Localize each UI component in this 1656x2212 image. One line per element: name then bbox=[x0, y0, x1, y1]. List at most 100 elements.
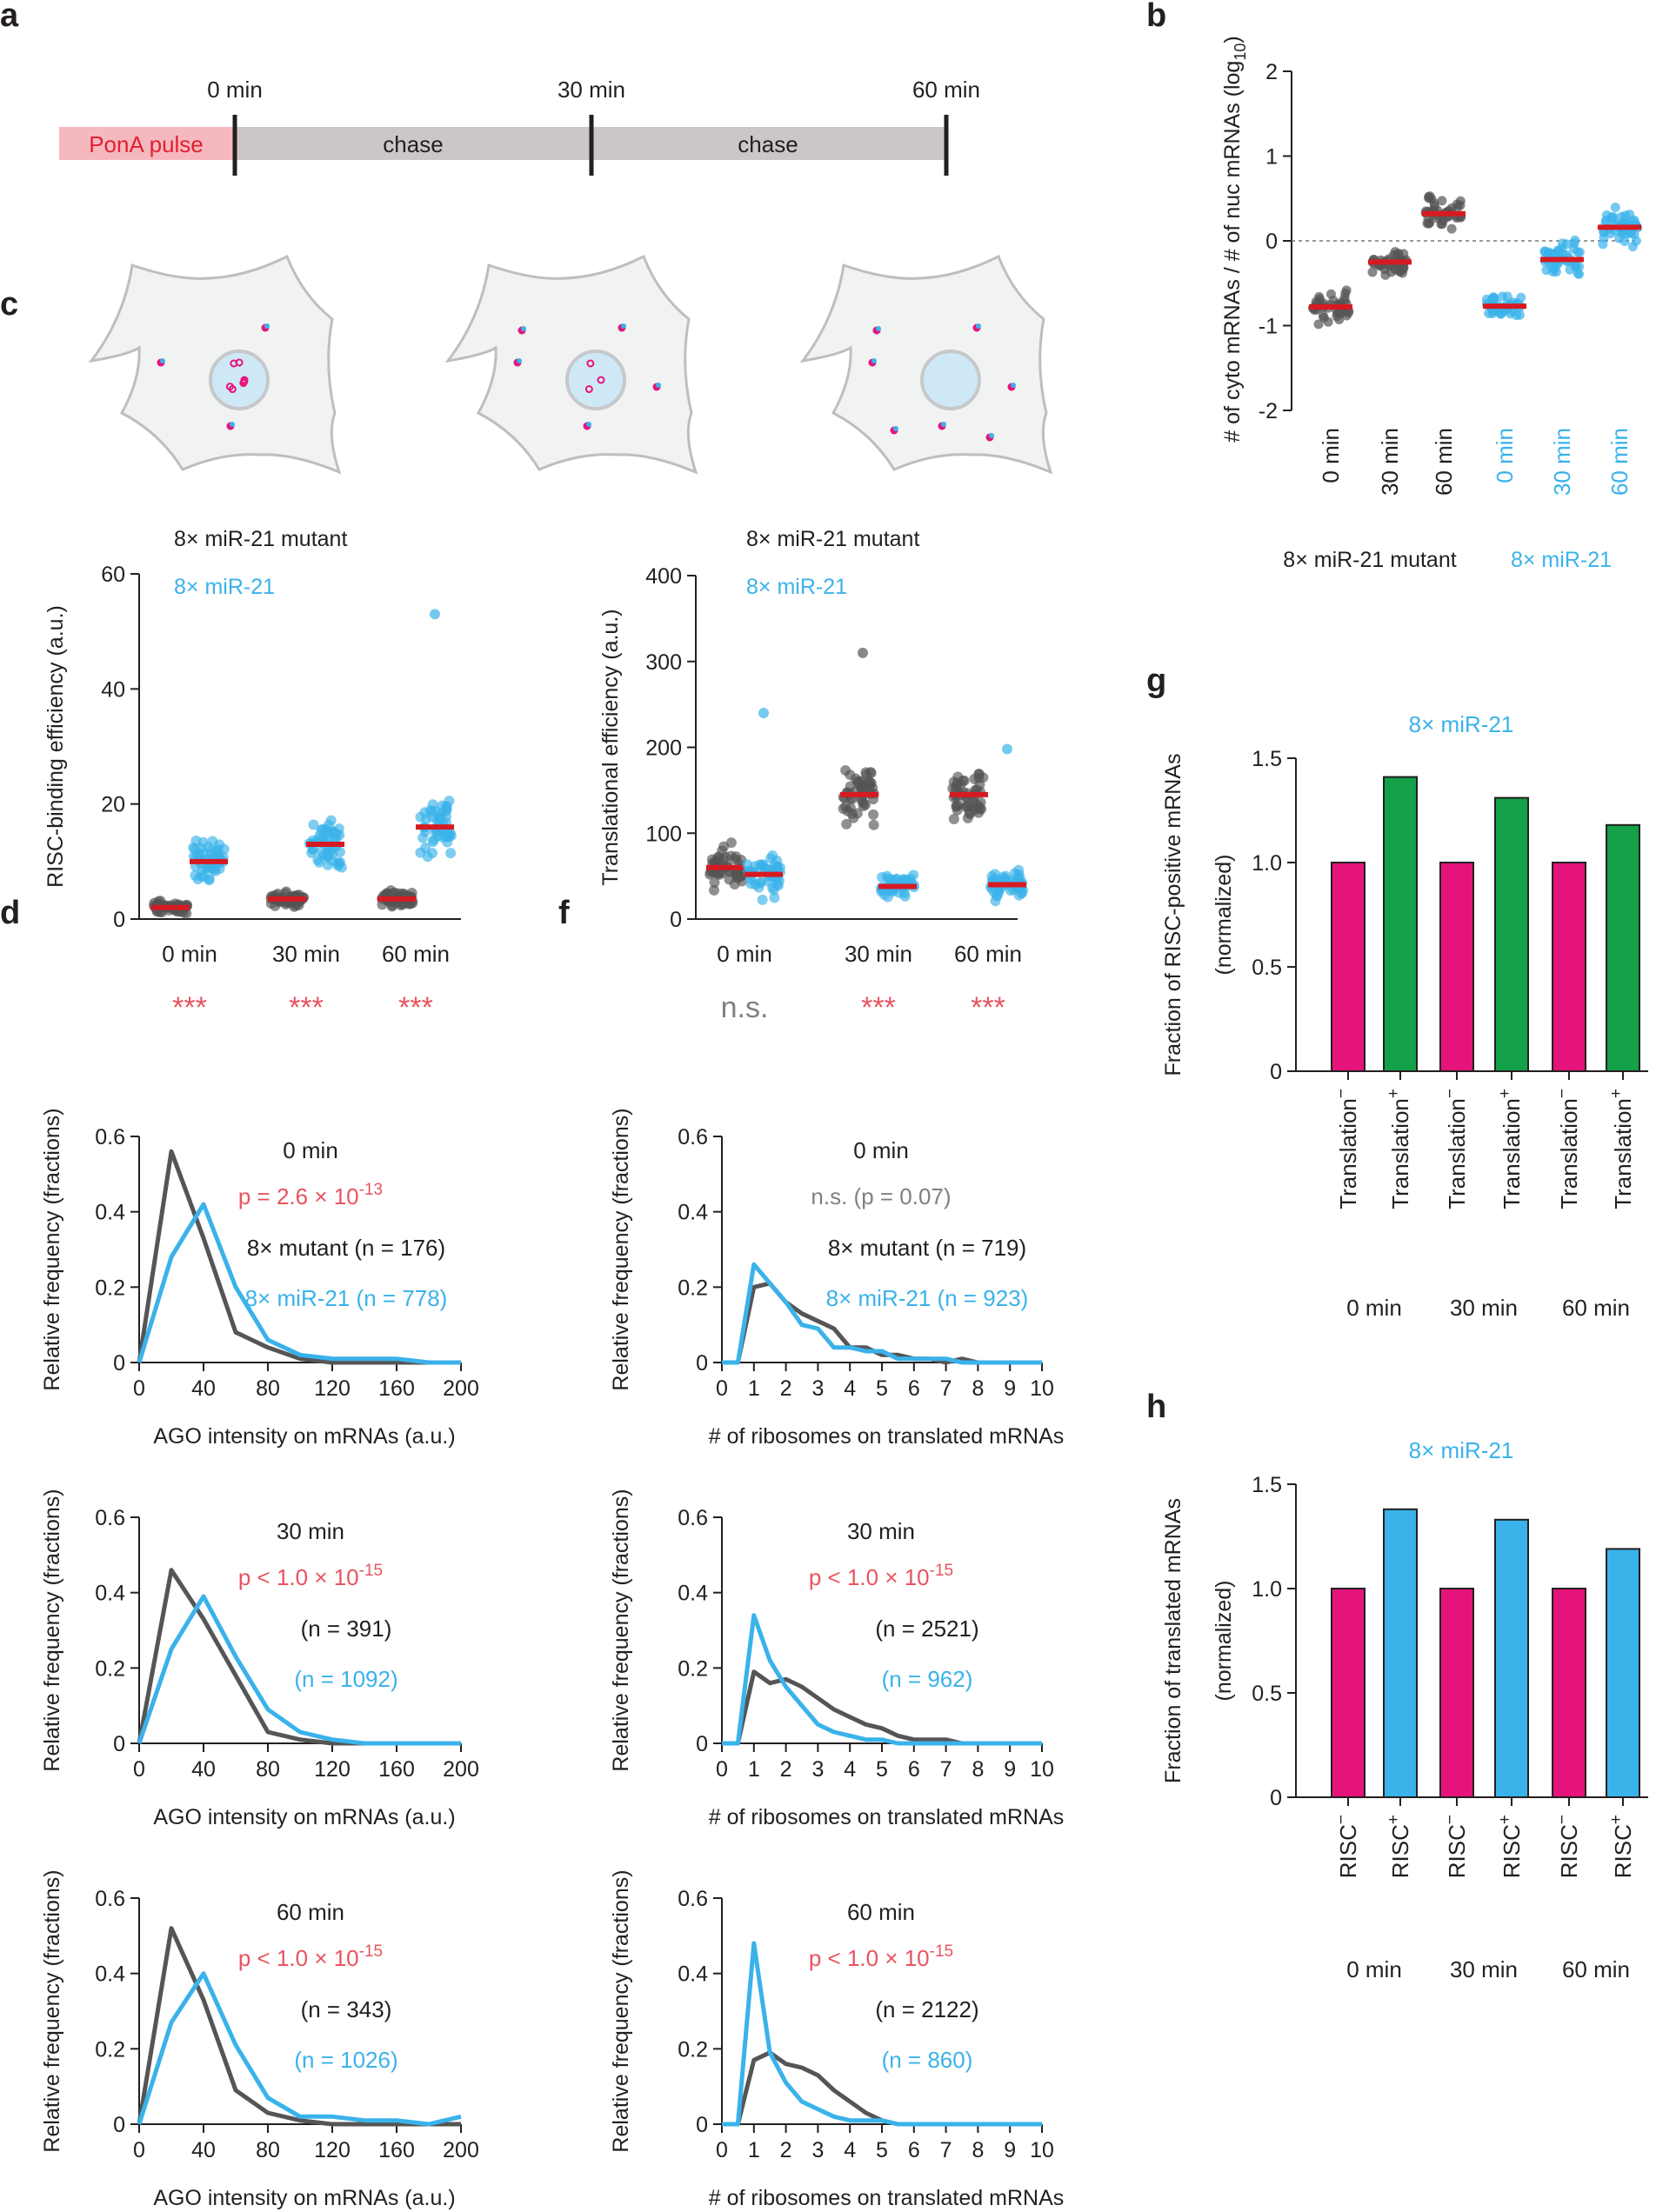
f-x-axis-label: # of ribosomes on translated mRNAs bbox=[709, 1805, 1065, 1829]
g-y-axis-label-2: (normalized) bbox=[1212, 855, 1236, 976]
g-time-label: 30 min bbox=[1450, 1295, 1518, 1321]
b-category-label: 30 min bbox=[1377, 428, 1403, 496]
c-data-point bbox=[427, 848, 438, 859]
d-x-tick-label: 120 bbox=[314, 1757, 351, 1782]
time-label: 30 min bbox=[558, 77, 625, 103]
c-data-point bbox=[317, 833, 329, 844]
b-data-point bbox=[1452, 202, 1463, 212]
d-x-tick-label: 160 bbox=[378, 1757, 415, 1782]
nuclear-mrna-dot bbox=[239, 379, 248, 388]
panel-letter-h: h bbox=[1146, 1389, 1166, 1425]
b-data-point bbox=[1429, 198, 1439, 209]
c-significance-label: *** bbox=[398, 991, 433, 1024]
e-significance-label: *** bbox=[861, 991, 896, 1024]
label-superscript: -13 bbox=[359, 1181, 383, 1199]
c-legend-mir21: 8× miR-21 bbox=[174, 575, 275, 599]
c-data-point bbox=[323, 850, 334, 862]
label-superscript: − bbox=[1553, 1089, 1572, 1098]
d-y-tick-label: 0.2 bbox=[95, 1656, 125, 1681]
nuclear-mrna-dot bbox=[235, 358, 244, 367]
label-superscript: − bbox=[1441, 1815, 1459, 1824]
e-data-point bbox=[973, 800, 985, 811]
e-data-point bbox=[760, 863, 771, 875]
f-x-tick-label: 7 bbox=[940, 1376, 952, 1401]
d-x-tick-label: 0 bbox=[133, 2138, 145, 2162]
f-x-tick-label: 5 bbox=[876, 1757, 888, 1782]
c-legend-mutant: 8× miR-21 mutant bbox=[174, 527, 347, 551]
pulse-label: PonA pulse bbox=[89, 131, 204, 157]
e-data-point bbox=[855, 783, 866, 794]
b-ylabel-main: # of cyto mRNAs / # of nuc mRNAs (log bbox=[1220, 61, 1245, 443]
c-data-point bbox=[437, 832, 449, 843]
b-ylabel-subscript: 10 bbox=[1232, 43, 1249, 61]
e-data-point bbox=[952, 799, 964, 810]
label-base: Translation bbox=[1335, 1098, 1361, 1209]
f-y-tick-label: 0 bbox=[696, 2113, 708, 2137]
ribosome-dot bbox=[871, 358, 877, 363]
b-category-label: 0 min bbox=[1318, 428, 1344, 483]
c-x-category-label: 60 min bbox=[382, 941, 450, 967]
ribosome-dot bbox=[521, 326, 526, 331]
label-base: RISC bbox=[1335, 1824, 1361, 1878]
b-data-point bbox=[1619, 236, 1630, 246]
f-y-tick-label: 0.6 bbox=[678, 1887, 708, 1911]
d-p-value: p < 1.0 × 10-15 bbox=[238, 1942, 383, 1971]
d-x-axis-label: AGO intensity on mRNAs (a.u.) bbox=[153, 1424, 455, 1449]
d-series-line-mutant bbox=[137, 1568, 461, 1746]
f-x-tick-label: 5 bbox=[876, 2138, 888, 2162]
b-data-point bbox=[1547, 267, 1558, 277]
f-y-tick-label: 0.2 bbox=[678, 2037, 708, 2062]
h-bar bbox=[1494, 1518, 1529, 1799]
e-x-category-label: 60 min bbox=[954, 941, 1022, 967]
panel-letter-b: b bbox=[1146, 0, 1166, 34]
f-x-tick-label: 2 bbox=[780, 1757, 792, 1782]
f-n-mir21: (n = 962) bbox=[882, 1666, 973, 1692]
b-data-point bbox=[1423, 214, 1433, 224]
b-data-point bbox=[1367, 267, 1378, 277]
b-category-label: 60 min bbox=[1606, 428, 1633, 496]
f-x-tick-label: 10 bbox=[1030, 2138, 1054, 2162]
f-p-value: p < 1.0 × 10-15 bbox=[809, 1942, 953, 1971]
h-bar bbox=[1552, 1588, 1586, 1798]
label-base: Translation bbox=[1556, 1098, 1582, 1209]
d-x-tick-label: 160 bbox=[378, 2138, 415, 2162]
b-data-point bbox=[1339, 296, 1350, 306]
ribosome-dot bbox=[230, 422, 235, 427]
d-y-tick-label: 0.2 bbox=[95, 1276, 125, 1300]
nuclear-mrna-dot bbox=[584, 385, 593, 394]
f-x-tick-label: 8 bbox=[972, 1376, 984, 1401]
g-bar bbox=[1494, 796, 1529, 1072]
c-data-point bbox=[280, 888, 291, 899]
f-y-tick-label: 0 bbox=[696, 1732, 708, 1756]
ribosome-dot bbox=[656, 383, 661, 388]
d-y-tick-label: 0.6 bbox=[95, 1506, 125, 1530]
d-p-value: p = 2.6 × 10-13 bbox=[238, 1181, 383, 1209]
b-y-tick-label: -1 bbox=[1259, 315, 1278, 339]
b-ylabel-close: ) bbox=[1220, 36, 1245, 43]
d-x-tick-label: 40 bbox=[191, 2138, 216, 2162]
h-time-label: 30 min bbox=[1450, 1956, 1518, 1982]
g-category-label: Translation− bbox=[1332, 1089, 1361, 1209]
e-data-point bbox=[769, 892, 780, 903]
d-series-line-mir21 bbox=[137, 1594, 461, 1746]
f-x-tick-label: 4 bbox=[844, 1757, 856, 1782]
d-x-axis-label: AGO intensity on mRNAs (a.u.) bbox=[153, 2186, 455, 2210]
ribosome-dot bbox=[876, 326, 881, 331]
d-x-tick-label: 40 bbox=[191, 1757, 216, 1782]
f-p-value: n.s. (p = 0.07) bbox=[811, 1183, 951, 1209]
c-data-point bbox=[312, 855, 324, 866]
e-data-point bbox=[845, 770, 856, 781]
ribosome-dot bbox=[586, 422, 591, 427]
e-data-point bbox=[950, 783, 961, 795]
d-plot-title: 0 min bbox=[283, 1137, 338, 1163]
f-plot-title: 30 min bbox=[847, 1518, 915, 1544]
g-category-label: Translation− bbox=[1553, 1089, 1582, 1209]
b-data-point bbox=[1626, 228, 1637, 238]
f-y-tick-label: 0.4 bbox=[678, 1962, 708, 1987]
c-y-axis-label: RISC-binding efficiency (a.u.) bbox=[43, 605, 68, 888]
d-y-tick-label: 0.6 bbox=[95, 1125, 125, 1149]
e-data-point bbox=[840, 801, 851, 812]
f-y-tick-label: 0.4 bbox=[678, 1201, 708, 1225]
b-y-tick-label: -2 bbox=[1259, 399, 1278, 423]
